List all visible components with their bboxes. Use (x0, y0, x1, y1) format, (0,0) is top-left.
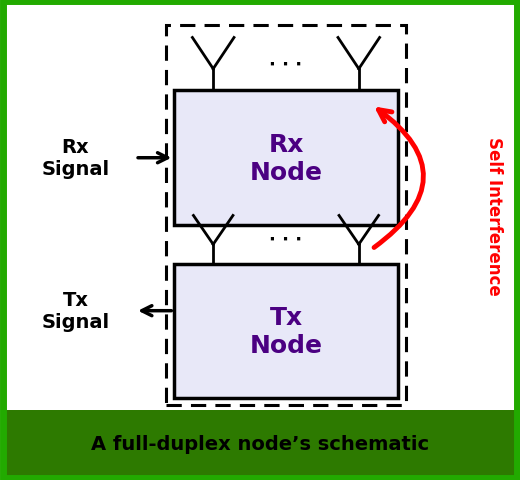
Bar (174, 264, 398, 398)
Bar (166, 26, 406, 406)
Text: ⋅ ⋅ ⋅: ⋅ ⋅ ⋅ (269, 231, 303, 249)
Text: Rx
Signal: Rx Signal (41, 138, 110, 179)
Bar (174, 91, 398, 226)
Text: Rx
Node: Rx Node (250, 132, 322, 184)
Text: A full-duplex node’s schematic: A full-duplex node’s schematic (91, 434, 429, 454)
Text: ⋅ ⋅ ⋅: ⋅ ⋅ ⋅ (269, 56, 303, 74)
Bar (3, 410, 517, 478)
Text: Tx
Signal: Tx Signal (41, 290, 110, 332)
Text: Tx
Node: Tx Node (250, 305, 322, 357)
Text: Self Interference: Self Interference (485, 137, 503, 295)
